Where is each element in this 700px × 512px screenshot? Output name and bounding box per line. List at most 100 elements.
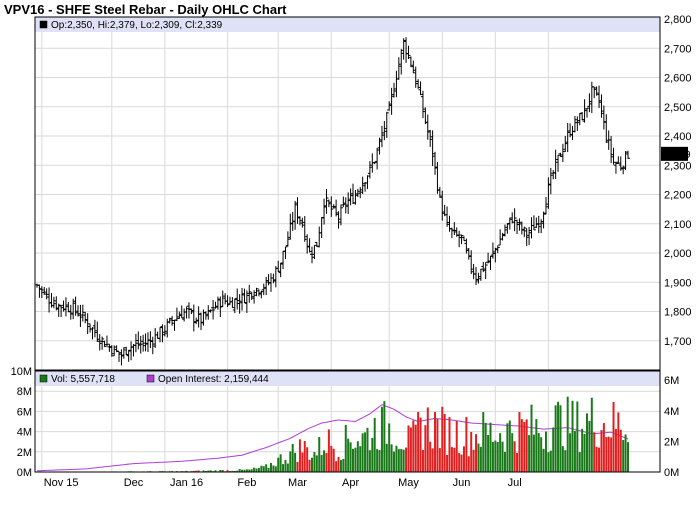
ohlc-bar [102, 340, 107, 348]
volume-bar [245, 469, 248, 472]
ohlc-bar [215, 296, 220, 310]
ohlc-bar [351, 183, 356, 204]
ohlc-bar [158, 327, 163, 343]
ohlc-bar [611, 147, 616, 165]
volume-bar [412, 420, 415, 472]
volume-bar [627, 442, 629, 472]
volume-bar [443, 414, 446, 472]
ohlc-bar [584, 107, 589, 118]
price-tick-label: 2,700 [664, 43, 692, 55]
ohlc-bar [242, 288, 247, 304]
volume-bar [395, 445, 398, 472]
ohlc-bar [211, 300, 216, 320]
volume-bar [257, 468, 260, 472]
ohlc-bar [560, 143, 565, 163]
volume-bar [195, 470, 198, 472]
ohlc-bar [454, 227, 459, 237]
volume-bar [303, 441, 306, 472]
volume-bar [388, 423, 391, 472]
volume-bar [525, 419, 528, 472]
volume-bar [610, 437, 613, 472]
ohlc-bar [613, 161, 618, 174]
ohlc-bar [343, 197, 348, 214]
ohlc-bar [227, 296, 232, 305]
ohlc-bar [401, 38, 406, 60]
volume-bar [566, 396, 569, 472]
volume-bar [323, 450, 326, 472]
ohlc-bar [570, 125, 575, 141]
volume-bar [417, 411, 420, 472]
volume-bar [262, 466, 265, 472]
ohlc-bar [240, 287, 245, 311]
volume-bar [344, 424, 347, 472]
ohlc-bar [63, 297, 68, 317]
volume-bar [286, 463, 289, 472]
ohlc-bar [425, 114, 430, 140]
volume-bar [371, 437, 374, 472]
volume-bar [197, 470, 200, 472]
price-tick-label: 2,000 [664, 248, 692, 260]
ohlc-bar [599, 94, 604, 118]
ohlc-bar [225, 295, 230, 307]
volume-tick-label: 4M [17, 427, 32, 439]
ohlc-bar [601, 105, 606, 130]
ohlc-bar [295, 197, 300, 224]
price-tick-label: 2,200 [664, 190, 692, 202]
ohlc-bar [44, 288, 49, 300]
ohlc-bar [616, 156, 621, 164]
volume-bar [335, 461, 338, 472]
ohlc-bar [551, 170, 556, 180]
ohlc-bar [199, 312, 204, 331]
volume-bar [602, 423, 605, 472]
ohlc-bar [512, 208, 517, 232]
axis-ticks: 1,700 1,800 1,900 2,000 2,100 2,200 2,300 2,400… [11, 14, 692, 489]
volume-bar [313, 452, 316, 472]
volume-bar [528, 435, 531, 472]
volume-bar [622, 440, 625, 472]
ohlc-bar [372, 161, 377, 165]
volume-tick-label: 0M [17, 467, 32, 479]
ohlc-bar [319, 216, 324, 239]
ohlc-bar [83, 311, 88, 324]
ohlc-bar [476, 272, 481, 284]
volume-bar [243, 469, 246, 472]
ohlc-bar [73, 296, 78, 316]
ohlc-bar [621, 165, 626, 175]
volume-bar [236, 470, 239, 472]
volume-bar [253, 467, 256, 472]
volume-bar [421, 450, 424, 472]
volume-bar [356, 441, 359, 472]
volume-bar [542, 448, 545, 472]
ohlc-bar [182, 308, 187, 322]
volume-bar [202, 470, 205, 472]
ohlc-bar [618, 156, 623, 171]
ohlc-bar [394, 70, 399, 98]
ohlc-bar [184, 306, 189, 319]
ohlc-bar [563, 135, 568, 152]
volume-bar [612, 401, 615, 472]
open-interest-tick-label: 4M [664, 406, 679, 418]
volume-bar [269, 463, 272, 472]
volume-bar [518, 411, 521, 472]
ohlc-bar [153, 328, 158, 348]
x-tick-label: Feb [237, 477, 256, 489]
volume-bar [272, 465, 275, 472]
price-tick-label: 1,800 [664, 307, 692, 319]
volume-bar [557, 401, 560, 472]
volume-bar [383, 401, 386, 472]
volume-bar [352, 448, 355, 472]
ohlc-bar [471, 263, 476, 280]
ohlc-bar [290, 211, 295, 231]
volume-bar [520, 419, 523, 472]
ohlc-bar [121, 347, 126, 359]
ohlc-bar [452, 222, 457, 236]
volume-tick-label: 8M [17, 386, 32, 398]
ohlc-bar [348, 188, 353, 206]
volume-bar [583, 433, 586, 472]
volume-bar [585, 413, 588, 472]
ohlc-bar [119, 349, 124, 366]
volume-bar [342, 458, 345, 472]
volume-bar [320, 454, 323, 472]
ohlc-bar [136, 331, 141, 350]
ohlc-bar [203, 311, 208, 320]
